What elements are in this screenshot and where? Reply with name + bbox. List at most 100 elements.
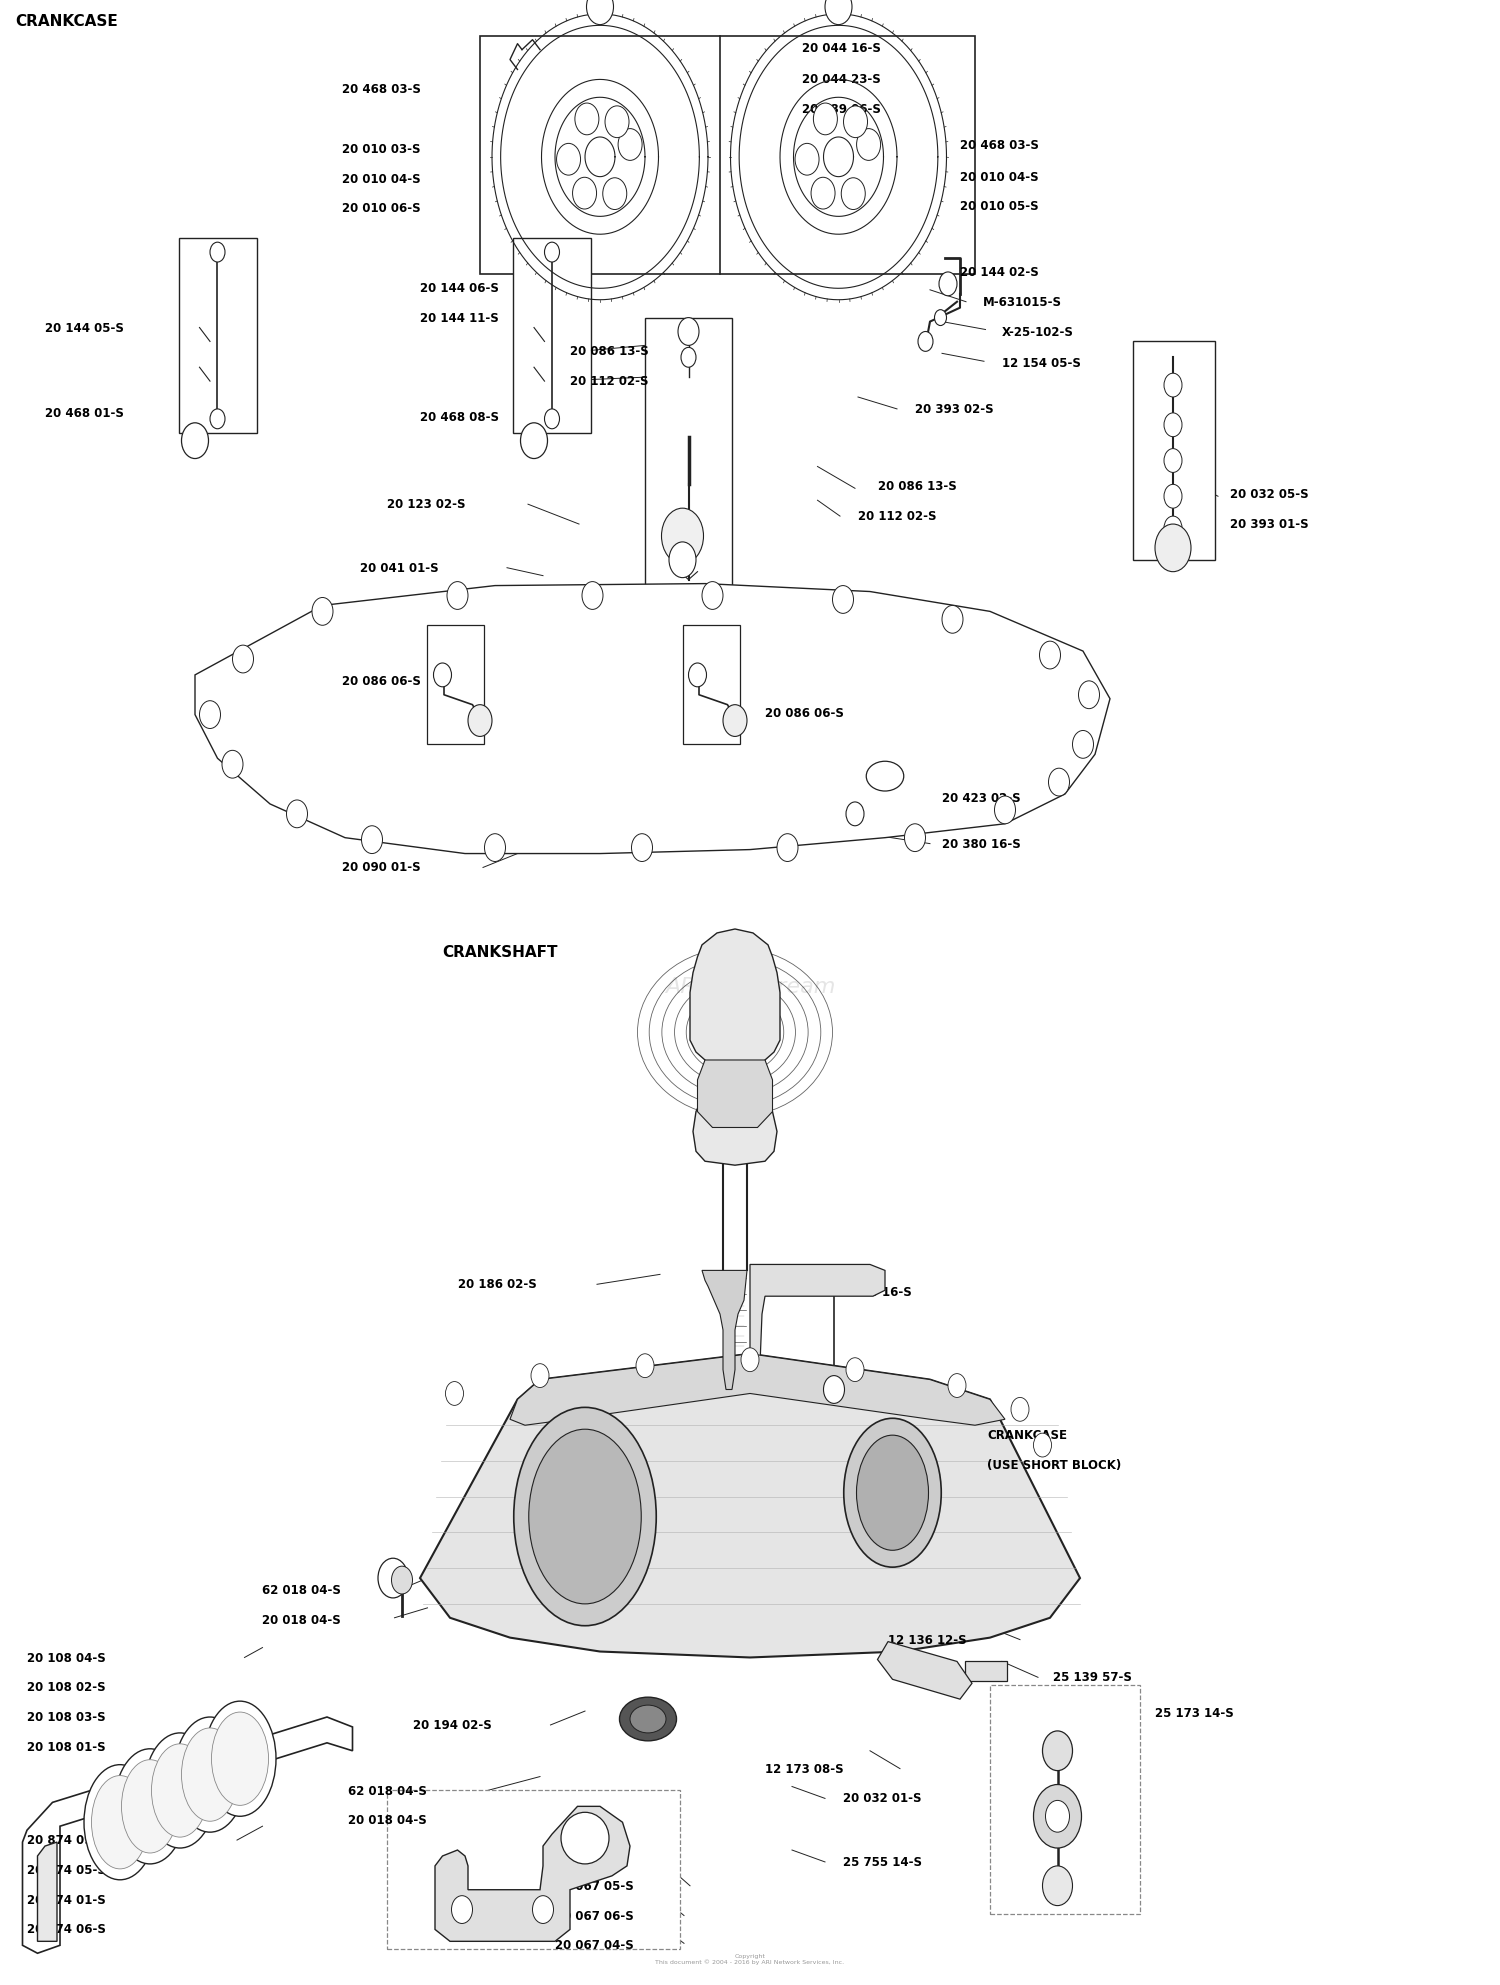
Text: 20 041 01-S: 20 041 01-S	[360, 562, 438, 576]
Text: (USE SHORT BLOCK): (USE SHORT BLOCK)	[987, 1459, 1120, 1473]
Text: 20 123 02-S: 20 123 02-S	[387, 498, 465, 512]
Circle shape	[662, 508, 704, 564]
Circle shape	[520, 423, 548, 459]
Text: 20 086 13-S: 20 086 13-S	[570, 345, 648, 359]
Circle shape	[825, 0, 852, 24]
Circle shape	[574, 103, 598, 135]
Ellipse shape	[620, 1697, 676, 1741]
Bar	[480, 36, 975, 274]
Text: 20 018 04-S: 20 018 04-S	[348, 1814, 426, 1828]
Circle shape	[452, 1896, 472, 1923]
Ellipse shape	[84, 1765, 156, 1880]
Circle shape	[556, 143, 580, 175]
Text: 20 032 05-S: 20 032 05-S	[1230, 488, 1308, 502]
Ellipse shape	[856, 1435, 928, 1550]
Ellipse shape	[92, 1775, 148, 1870]
Polygon shape	[22, 1717, 352, 1953]
Text: 20 112 02-S: 20 112 02-S	[858, 510, 936, 524]
Text: ARI PartStream: ARI PartStream	[664, 977, 836, 996]
Circle shape	[1164, 516, 1182, 540]
Text: 20 194 02-S: 20 194 02-S	[413, 1719, 492, 1733]
Text: 20 874 06-S: 20 874 06-S	[27, 1923, 106, 1937]
Circle shape	[681, 347, 696, 367]
Text: 20 108 02-S: 20 108 02-S	[27, 1681, 105, 1695]
Text: 20 067 05-S: 20 067 05-S	[555, 1880, 633, 1894]
Ellipse shape	[211, 1711, 268, 1806]
Bar	[1132, 341, 1215, 560]
Circle shape	[904, 824, 926, 852]
Circle shape	[392, 1566, 412, 1594]
Circle shape	[1046, 1800, 1070, 1832]
Ellipse shape	[204, 1701, 276, 1816]
Circle shape	[531, 1364, 549, 1388]
Circle shape	[573, 177, 597, 208]
Text: 20 468 08-S: 20 468 08-S	[420, 411, 500, 425]
Circle shape	[1164, 413, 1182, 437]
Circle shape	[812, 177, 836, 208]
Text: Copyright
This document © 2004 - 2016 by ARI Network Services, Inc.: Copyright This document © 2004 - 2016 by…	[656, 1953, 844, 1965]
Circle shape	[286, 800, 308, 828]
Circle shape	[232, 645, 254, 673]
Circle shape	[678, 318, 699, 345]
Polygon shape	[420, 1354, 1080, 1657]
Text: CRANKSHAFT: CRANKSHAFT	[442, 945, 558, 961]
Bar	[427, 625, 484, 744]
Text: 62 018 04-S: 62 018 04-S	[348, 1785, 427, 1798]
Circle shape	[447, 582, 468, 609]
Text: 25 173 14-S: 25 173 14-S	[1155, 1707, 1233, 1721]
Circle shape	[378, 1558, 408, 1598]
Circle shape	[1155, 524, 1191, 572]
Circle shape	[1164, 449, 1182, 472]
Circle shape	[1048, 768, 1070, 796]
Circle shape	[210, 409, 225, 429]
Text: 20 874 05-S: 20 874 05-S	[27, 1864, 106, 1878]
Text: 20 380 16-S: 20 380 16-S	[942, 838, 1020, 852]
Text: 20 044 23-S: 20 044 23-S	[802, 73, 882, 87]
Text: 20 144 02-S: 20 144 02-S	[960, 266, 1038, 280]
Circle shape	[182, 423, 209, 459]
Text: 20 010 03-S: 20 010 03-S	[342, 143, 420, 157]
Ellipse shape	[561, 1812, 609, 1864]
Circle shape	[222, 750, 243, 778]
Circle shape	[723, 705, 747, 736]
Text: 20 393 01-S: 20 393 01-S	[1230, 518, 1308, 532]
Circle shape	[433, 663, 451, 687]
Text: 20 086 13-S: 20 086 13-S	[878, 480, 957, 494]
Text: 20 010 05-S: 20 010 05-S	[960, 200, 1038, 214]
Polygon shape	[195, 584, 1110, 854]
Text: 20 018 04-S: 20 018 04-S	[262, 1614, 340, 1628]
Text: 20 423 02-S: 20 423 02-S	[942, 792, 1020, 806]
Bar	[513, 238, 591, 433]
Bar	[645, 318, 732, 596]
Circle shape	[1164, 484, 1182, 508]
Circle shape	[200, 701, 220, 728]
Circle shape	[1042, 1866, 1072, 1906]
Circle shape	[604, 105, 628, 137]
Bar	[682, 625, 740, 744]
Circle shape	[843, 105, 867, 137]
Polygon shape	[510, 1354, 1005, 1425]
Bar	[178, 238, 256, 433]
Text: 20 144 05-S: 20 144 05-S	[45, 322, 125, 335]
Bar	[964, 1661, 1006, 1681]
Ellipse shape	[152, 1745, 208, 1838]
Text: 25 139 57-S: 25 139 57-S	[1053, 1671, 1132, 1685]
Circle shape	[1164, 373, 1182, 397]
Circle shape	[833, 586, 854, 613]
Text: 20 010 04-S: 20 010 04-S	[342, 173, 420, 187]
Circle shape	[994, 796, 1016, 824]
Ellipse shape	[843, 1417, 942, 1568]
Polygon shape	[698, 1060, 772, 1127]
Ellipse shape	[182, 1727, 238, 1822]
Text: 20 468 03-S: 20 468 03-S	[342, 83, 422, 97]
Circle shape	[939, 272, 957, 296]
Text: M-631015-S: M-631015-S	[982, 296, 1062, 310]
Circle shape	[210, 242, 225, 262]
Ellipse shape	[114, 1749, 186, 1864]
Circle shape	[586, 0, 613, 24]
Circle shape	[846, 802, 864, 826]
Text: 20 144 06-S: 20 144 06-S	[420, 282, 500, 296]
Circle shape	[948, 1374, 966, 1397]
Ellipse shape	[513, 1407, 657, 1626]
Ellipse shape	[144, 1733, 216, 1848]
